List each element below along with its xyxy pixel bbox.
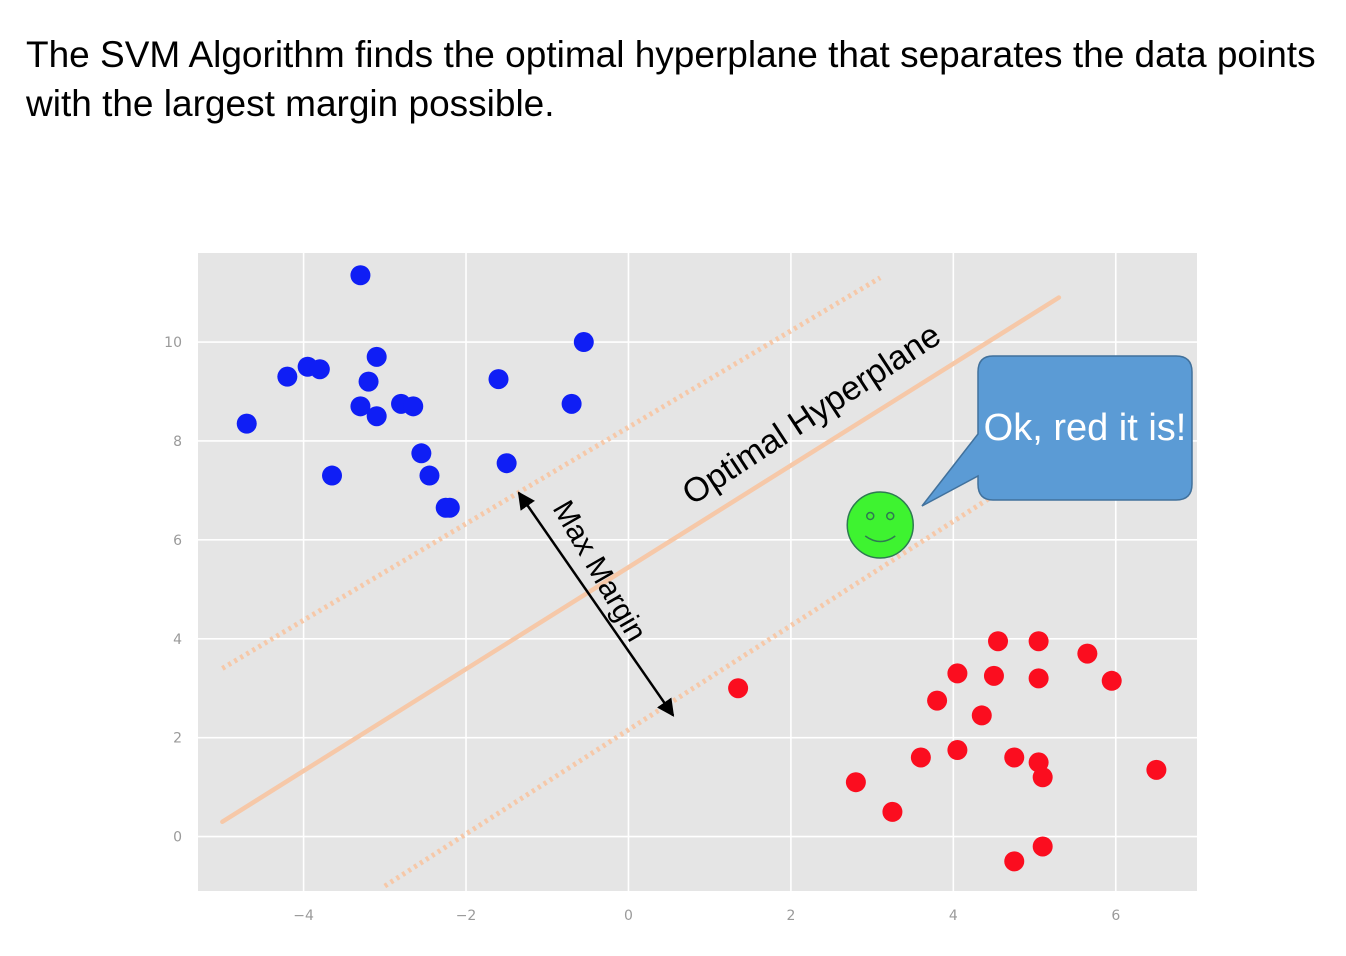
blue-data-point: [488, 369, 509, 390]
x-tick-label: 0: [624, 908, 633, 924]
slide-title: The SVM Algorithm finds the optimal hype…: [26, 34, 1316, 124]
margin-line-lower: [383, 493, 996, 889]
red-data-point: [1004, 851, 1025, 872]
speech-bubble-text: Ok, red it is!: [983, 407, 1187, 449]
smiley-mouth: [864, 535, 896, 543]
red-data-point: [971, 705, 992, 726]
x-tick-label: −2: [456, 908, 477, 924]
blue-data-point: [573, 332, 594, 353]
red-data-point: [927, 690, 948, 711]
red-data-point: [1032, 836, 1053, 857]
blue-data-point: [403, 396, 424, 417]
y-tick-label: 4: [173, 632, 182, 648]
grid-lines: [198, 253, 1197, 891]
margin-line-upper: [221, 275, 882, 671]
x-tick-label: 4: [949, 908, 958, 924]
red-data-point: [947, 740, 968, 761]
smiley-eye-left: [865, 511, 875, 521]
x-tick-label: 2: [786, 908, 795, 924]
blue-data-point: [350, 265, 371, 286]
x-tick-label: 6: [1111, 908, 1120, 924]
red-data-point: [947, 663, 968, 684]
blue-data-point: [366, 346, 387, 367]
y-tick-label: 6: [173, 533, 182, 549]
blue-data-point: [496, 453, 517, 474]
blue-data-point: [350, 396, 371, 417]
red-data-point: [882, 801, 903, 822]
margin-arrow: [517, 491, 675, 717]
blue-data-point: [366, 406, 387, 427]
red-data-point: [845, 772, 866, 793]
plot-background: [198, 253, 1197, 891]
red-data-point: [1028, 668, 1049, 689]
red-data-point: [1004, 747, 1025, 768]
red-data-point: [988, 631, 1009, 652]
blue-data-point: [309, 359, 330, 380]
blue-data-point: [439, 497, 460, 518]
red-data-point: [1146, 759, 1167, 780]
blue-data-point: [277, 366, 298, 387]
blue-data-point: [411, 443, 432, 464]
red-data-point: [728, 678, 749, 699]
y-tick-label: 8: [173, 434, 182, 450]
y-tick-label: 2: [173, 731, 182, 747]
red-data-point: [983, 665, 1004, 686]
smiley-eye-right: [885, 511, 895, 521]
y-tick-label: 0: [173, 830, 182, 846]
blue-data-point: [561, 393, 582, 414]
x-tick-label: −4: [293, 908, 314, 924]
smiley-face-icon: [846, 491, 914, 559]
smiley-face: [846, 491, 914, 559]
data-points: [236, 265, 1167, 872]
tick-labels: −4 −2 0 2 4 6 0 2 4 6 8 10: [164, 335, 1120, 924]
y-tick-label: 10: [164, 335, 182, 351]
red-data-point: [1077, 643, 1098, 664]
blue-data-point: [322, 465, 343, 486]
red-data-point: [1101, 670, 1122, 691]
speech-bubble-icon: [921, 355, 1193, 507]
blue-data-point: [419, 465, 440, 486]
blue-data-point: [236, 413, 257, 434]
blue-data-point: [358, 371, 379, 392]
red-data-point: [1032, 767, 1053, 788]
red-data-point: [1028, 631, 1049, 652]
red-data-point: [910, 747, 931, 768]
